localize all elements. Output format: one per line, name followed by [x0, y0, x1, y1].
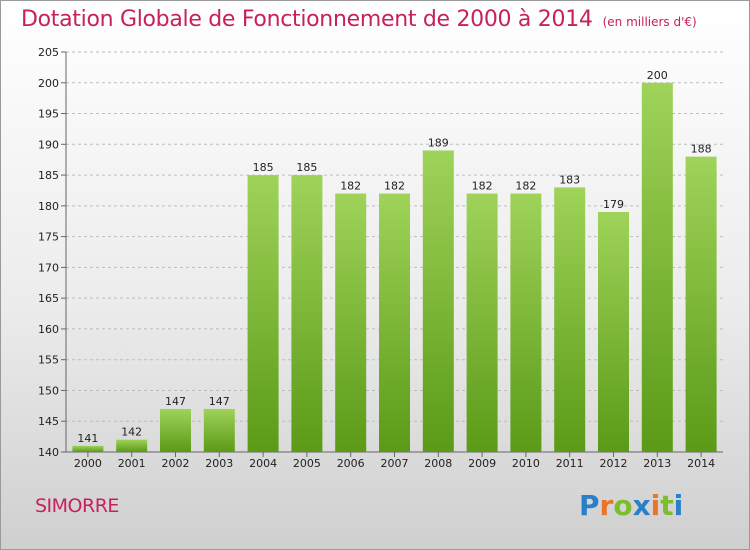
bar [116, 439, 148, 452]
bars [72, 82, 717, 453]
bar [554, 187, 586, 452]
y-tick-label: 170 [38, 261, 59, 274]
x-tick-label: 2003 [205, 457, 233, 470]
data-label: 200 [647, 69, 668, 82]
x-tick-label: 2000 [74, 457, 102, 470]
y-tick-label: 175 [38, 231, 59, 244]
data-label: 189 [428, 136, 449, 149]
y-tick-label: 195 [38, 108, 59, 121]
y-tick-label: 200 [38, 77, 59, 90]
unit-label: (en milliers d'€) [602, 15, 697, 29]
chart-title-text: Dotation Globale de Fonctionnement de 20… [21, 7, 593, 32]
data-labels: 141 142 147 147 185 185 182 182 189 182 182 183 179 2… [77, 69, 711, 445]
bar [379, 193, 410, 453]
chart-title: Dotation Globale de Fonctionnement de 20… [21, 7, 697, 32]
data-label: 182 [384, 180, 405, 193]
data-label: 182 [340, 180, 361, 193]
data-label: 147 [165, 395, 186, 408]
y-tick-label: 180 [38, 200, 59, 213]
bar [247, 175, 279, 453]
x-tick-label: 2005 [293, 457, 321, 470]
bar [160, 408, 191, 452]
data-label: 185 [253, 161, 274, 174]
bar [291, 175, 323, 453]
data-label: 141 [77, 432, 98, 445]
x-tick-label: 2011 [556, 457, 584, 470]
x-tick-label: 2006 [337, 457, 365, 470]
logo-letter: i [650, 489, 661, 522]
x-tick-label: 2004 [249, 457, 277, 470]
y-tick-label: 155 [38, 354, 59, 367]
data-label: 183 [559, 173, 580, 186]
y-tick-label: 165 [38, 292, 59, 305]
x-tick-label: 2014 [687, 457, 715, 470]
x-tick-label: 2012 [600, 457, 628, 470]
data-label: 147 [209, 395, 230, 408]
place-name: SIMORRE [35, 495, 119, 517]
bar [422, 150, 454, 452]
logo-letter: P [579, 489, 600, 522]
bar [685, 156, 717, 452]
data-label: 185 [296, 161, 317, 174]
proxiti-logo: Proxiti [579, 489, 683, 522]
y-tick-label: 145 [38, 415, 59, 428]
data-label: 182 [515, 180, 536, 193]
x-tick-label: 2009 [468, 457, 496, 470]
y-tick-label: 205 [38, 46, 59, 59]
y-tick-label: 140 [38, 446, 59, 459]
x-tick-label: 2001 [118, 457, 146, 470]
x-tick-label: 2007 [381, 457, 409, 470]
x-tick-label: 2002 [162, 457, 190, 470]
axes: 1401451501551601651701751801851901952002… [38, 46, 723, 470]
bar [510, 193, 542, 453]
bar [466, 193, 498, 453]
bar [72, 445, 104, 452]
bar [335, 193, 367, 453]
logo-letter: i [673, 489, 684, 522]
x-tick-label: 2008 [424, 457, 452, 470]
logo-letter: x [632, 489, 651, 522]
x-tick-label: 2013 [643, 457, 671, 470]
data-label: 142 [121, 426, 142, 439]
y-tick-label: 185 [38, 169, 59, 182]
logo-letter: t [660, 489, 674, 522]
data-label: 188 [691, 143, 712, 156]
logo-letter: r [599, 489, 614, 522]
bar [203, 408, 235, 452]
bar [641, 82, 673, 453]
data-label: 182 [472, 180, 493, 193]
y-tick-label: 150 [38, 384, 59, 397]
y-tick-label: 160 [38, 323, 59, 336]
y-tick-label: 190 [38, 138, 59, 151]
x-tick-label: 2010 [512, 457, 540, 470]
logo-letter: o [613, 489, 633, 522]
bar [598, 212, 629, 452]
data-label: 179 [603, 198, 624, 211]
